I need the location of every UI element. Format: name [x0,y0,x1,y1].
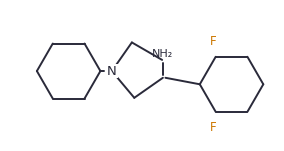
Text: NH₂: NH₂ [152,49,174,59]
Text: F: F [210,121,216,134]
Text: N: N [107,65,117,78]
Text: F: F [210,35,216,48]
